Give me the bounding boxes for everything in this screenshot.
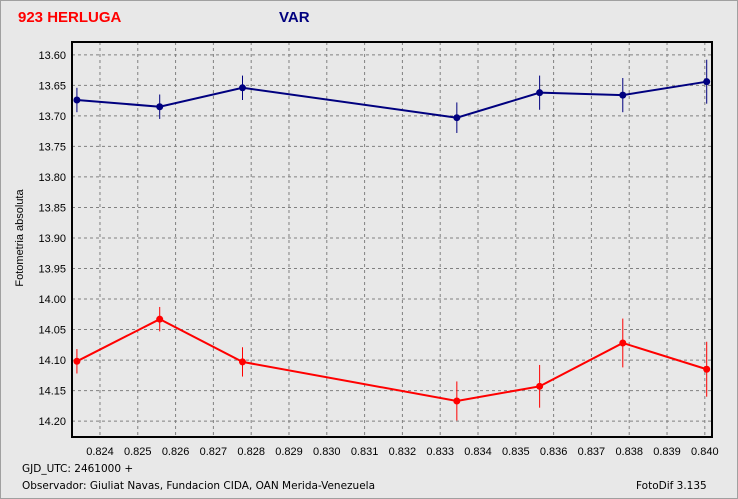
software-label: FotoDif 3.135: [636, 480, 707, 492]
y-tick-label: 14.15: [38, 386, 66, 398]
data-point: [619, 339, 627, 347]
data-point: [536, 382, 544, 390]
x-tick-label: 0.831: [351, 446, 379, 458]
data-point: [156, 103, 164, 111]
plot-border: [71, 41, 713, 438]
x-tick-label: 0.840: [691, 446, 719, 458]
data-point: [73, 96, 81, 104]
y-tick-label: 14.05: [38, 325, 66, 337]
star-title: 923 HERLUGA: [18, 9, 122, 26]
y-tick-label: 13.75: [38, 141, 66, 153]
x-tick-label: 0.833: [426, 446, 454, 458]
x-tick-label: 0.834: [464, 446, 492, 458]
gjd-label: GJD_UTC: 2461000 +: [22, 463, 134, 475]
x-tick-label: 0.824: [86, 446, 114, 458]
y-tick-label: 13.95: [38, 263, 66, 275]
x-tick-label: 0.836: [540, 446, 568, 458]
x-tick-label: 0.827: [200, 446, 228, 458]
y-tick-label: 14.10: [38, 355, 66, 367]
y-tick-label: 13.70: [38, 111, 66, 123]
y-tick-label: 14.00: [38, 294, 66, 306]
x-tick-label: 0.837: [578, 446, 606, 458]
observer-label: Observador: Giuliat Navas, Fundacion CID…: [22, 480, 376, 492]
data-point: [238, 358, 246, 366]
x-tick-label: 0.825: [124, 446, 152, 458]
data-point: [453, 397, 461, 405]
x-tick-label: 0.832: [389, 446, 417, 458]
data-point: [73, 357, 81, 365]
y-tick-label: 13.85: [38, 202, 66, 214]
y-tick-label: 13.90: [38, 233, 66, 245]
x-tick-label: 0.829: [275, 446, 303, 458]
data-point: [619, 91, 627, 99]
y-tick-label: 13.80: [38, 172, 66, 184]
x-tick-label: 0.828: [237, 446, 265, 458]
data-point: [703, 78, 711, 86]
data-point: [536, 89, 544, 97]
x-tick-label: 0.839: [653, 446, 681, 458]
series-line: [76, 80, 707, 119]
data-point: [238, 84, 246, 92]
data-point: [453, 114, 461, 122]
y-tick-label: 13.60: [38, 50, 66, 62]
data-point: [703, 365, 711, 373]
x-tick-label: 0.838: [615, 446, 643, 458]
y-tick-label: 13.65: [38, 80, 66, 92]
x-tick-label: 0.830: [313, 446, 341, 458]
x-tick-label: 0.835: [502, 446, 530, 458]
series-title: VAR: [279, 9, 310, 26]
data-point: [156, 315, 164, 323]
y-tick-label: 14.20: [38, 416, 66, 428]
x-tick-label: 0.826: [162, 446, 190, 458]
